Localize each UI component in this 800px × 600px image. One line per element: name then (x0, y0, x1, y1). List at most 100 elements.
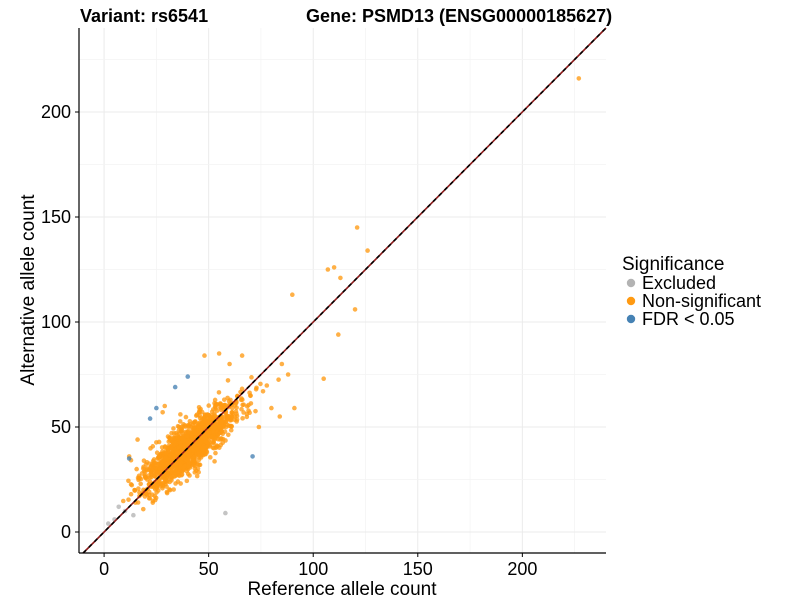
x-tick-label: 50 (199, 559, 219, 579)
scatter-point (149, 472, 154, 478)
scatter-point (205, 432, 210, 437)
scatter-point (147, 461, 152, 466)
scatter-point (213, 401, 219, 407)
scatter-point (250, 454, 255, 459)
scatter-point (116, 504, 122, 510)
scatter-point (240, 397, 245, 403)
scatter-point (190, 428, 195, 434)
scatter-point (191, 454, 196, 460)
scatter-point (220, 431, 226, 437)
scatter-point (178, 444, 183, 449)
legend-title: Significance (622, 254, 724, 275)
scatter-point (202, 435, 208, 441)
scatter-point (228, 427, 234, 433)
scatter-point (152, 486, 158, 492)
scatter-point (246, 408, 251, 413)
scatter-point (170, 456, 175, 462)
scatter-point (227, 361, 232, 367)
scatter-point (137, 490, 142, 495)
chart-title-variant: Variant: rs6541 (80, 6, 208, 26)
legend-key (626, 314, 636, 324)
y-tick-label: 150 (41, 207, 71, 227)
legend: Significance ExcludedNon-significantFDR … (622, 254, 761, 329)
scatter-point (277, 414, 283, 419)
scatter-point (216, 351, 222, 356)
scatter-point (150, 444, 156, 449)
scatter-point (181, 465, 186, 471)
scatter-point (219, 436, 224, 441)
scatter-point (164, 490, 170, 496)
scatter-point (276, 377, 281, 382)
scatter-point (234, 405, 239, 410)
scatter-point (223, 510, 228, 516)
scatter-point (185, 424, 191, 429)
scatter-point (160, 410, 165, 415)
legend-key (626, 278, 636, 288)
scatter-point (154, 405, 159, 411)
scatter-point (162, 444, 168, 450)
scatter-point (285, 372, 291, 377)
scatter-point (183, 414, 189, 420)
scatter-point (148, 465, 153, 471)
scatter-point (256, 424, 262, 430)
scatter-point (162, 403, 168, 409)
scatter-point (138, 481, 143, 487)
scatter-point (202, 353, 207, 358)
scatter-point (224, 413, 230, 419)
scatter-point (331, 265, 337, 270)
scatter-point (177, 440, 183, 446)
scatter-point (126, 497, 131, 502)
scatter-point (146, 496, 152, 501)
scatter-point (164, 457, 170, 462)
scatter-point (129, 482, 135, 488)
scatter-point (131, 512, 136, 518)
scatter-point (212, 397, 218, 403)
scatter-point (196, 404, 202, 410)
scatter-point (171, 487, 176, 492)
scatter-point (172, 384, 178, 390)
reference-line-dash (82, 27, 607, 554)
scatter-point (174, 449, 180, 455)
scatter-point (186, 449, 192, 454)
y-tick-label: 100 (41, 312, 71, 332)
scatter-point (172, 473, 178, 479)
y-axis-ticks: 0 50 100 150 200 (41, 102, 79, 542)
scatter-point (135, 437, 140, 442)
scatter-point (126, 478, 131, 484)
y-axis-title: Alternative allele count (18, 194, 39, 386)
scatter-point (141, 458, 147, 463)
scatter-point (192, 419, 198, 425)
scatter-point (249, 375, 254, 380)
legend-label: Non-significant (642, 291, 761, 311)
scatter-point (126, 456, 132, 461)
scatter-point (260, 389, 266, 394)
scatter-point (128, 491, 134, 497)
scatter-point (225, 378, 231, 383)
scatter-point (141, 464, 146, 470)
x-axis-title: Reference allele count (247, 579, 437, 600)
scatter-point (196, 457, 202, 463)
scatter-point (216, 390, 222, 395)
scatter-point (180, 469, 185, 474)
scatter-point (140, 506, 146, 512)
reference-line (82, 27, 607, 554)
scatter-point (184, 478, 190, 484)
scatter-point (197, 439, 203, 445)
legend-label: FDR < 0.05 (642, 309, 735, 329)
scatter-point (325, 267, 331, 272)
series-fdr-0-05 (126, 374, 255, 461)
scatter-point (190, 458, 196, 464)
x-tick-label: 0 (99, 559, 109, 579)
scatter-point (338, 275, 343, 281)
scatter-point (218, 407, 224, 413)
scatter-point (153, 465, 159, 470)
scatter-point (576, 76, 582, 81)
scatter-point (211, 440, 216, 446)
scatter-point (196, 421, 201, 427)
scatter-point (193, 468, 199, 474)
scatter-point (190, 448, 195, 453)
scatter-point (141, 468, 147, 474)
scatter-point (211, 429, 216, 434)
legend-key (626, 296, 636, 306)
